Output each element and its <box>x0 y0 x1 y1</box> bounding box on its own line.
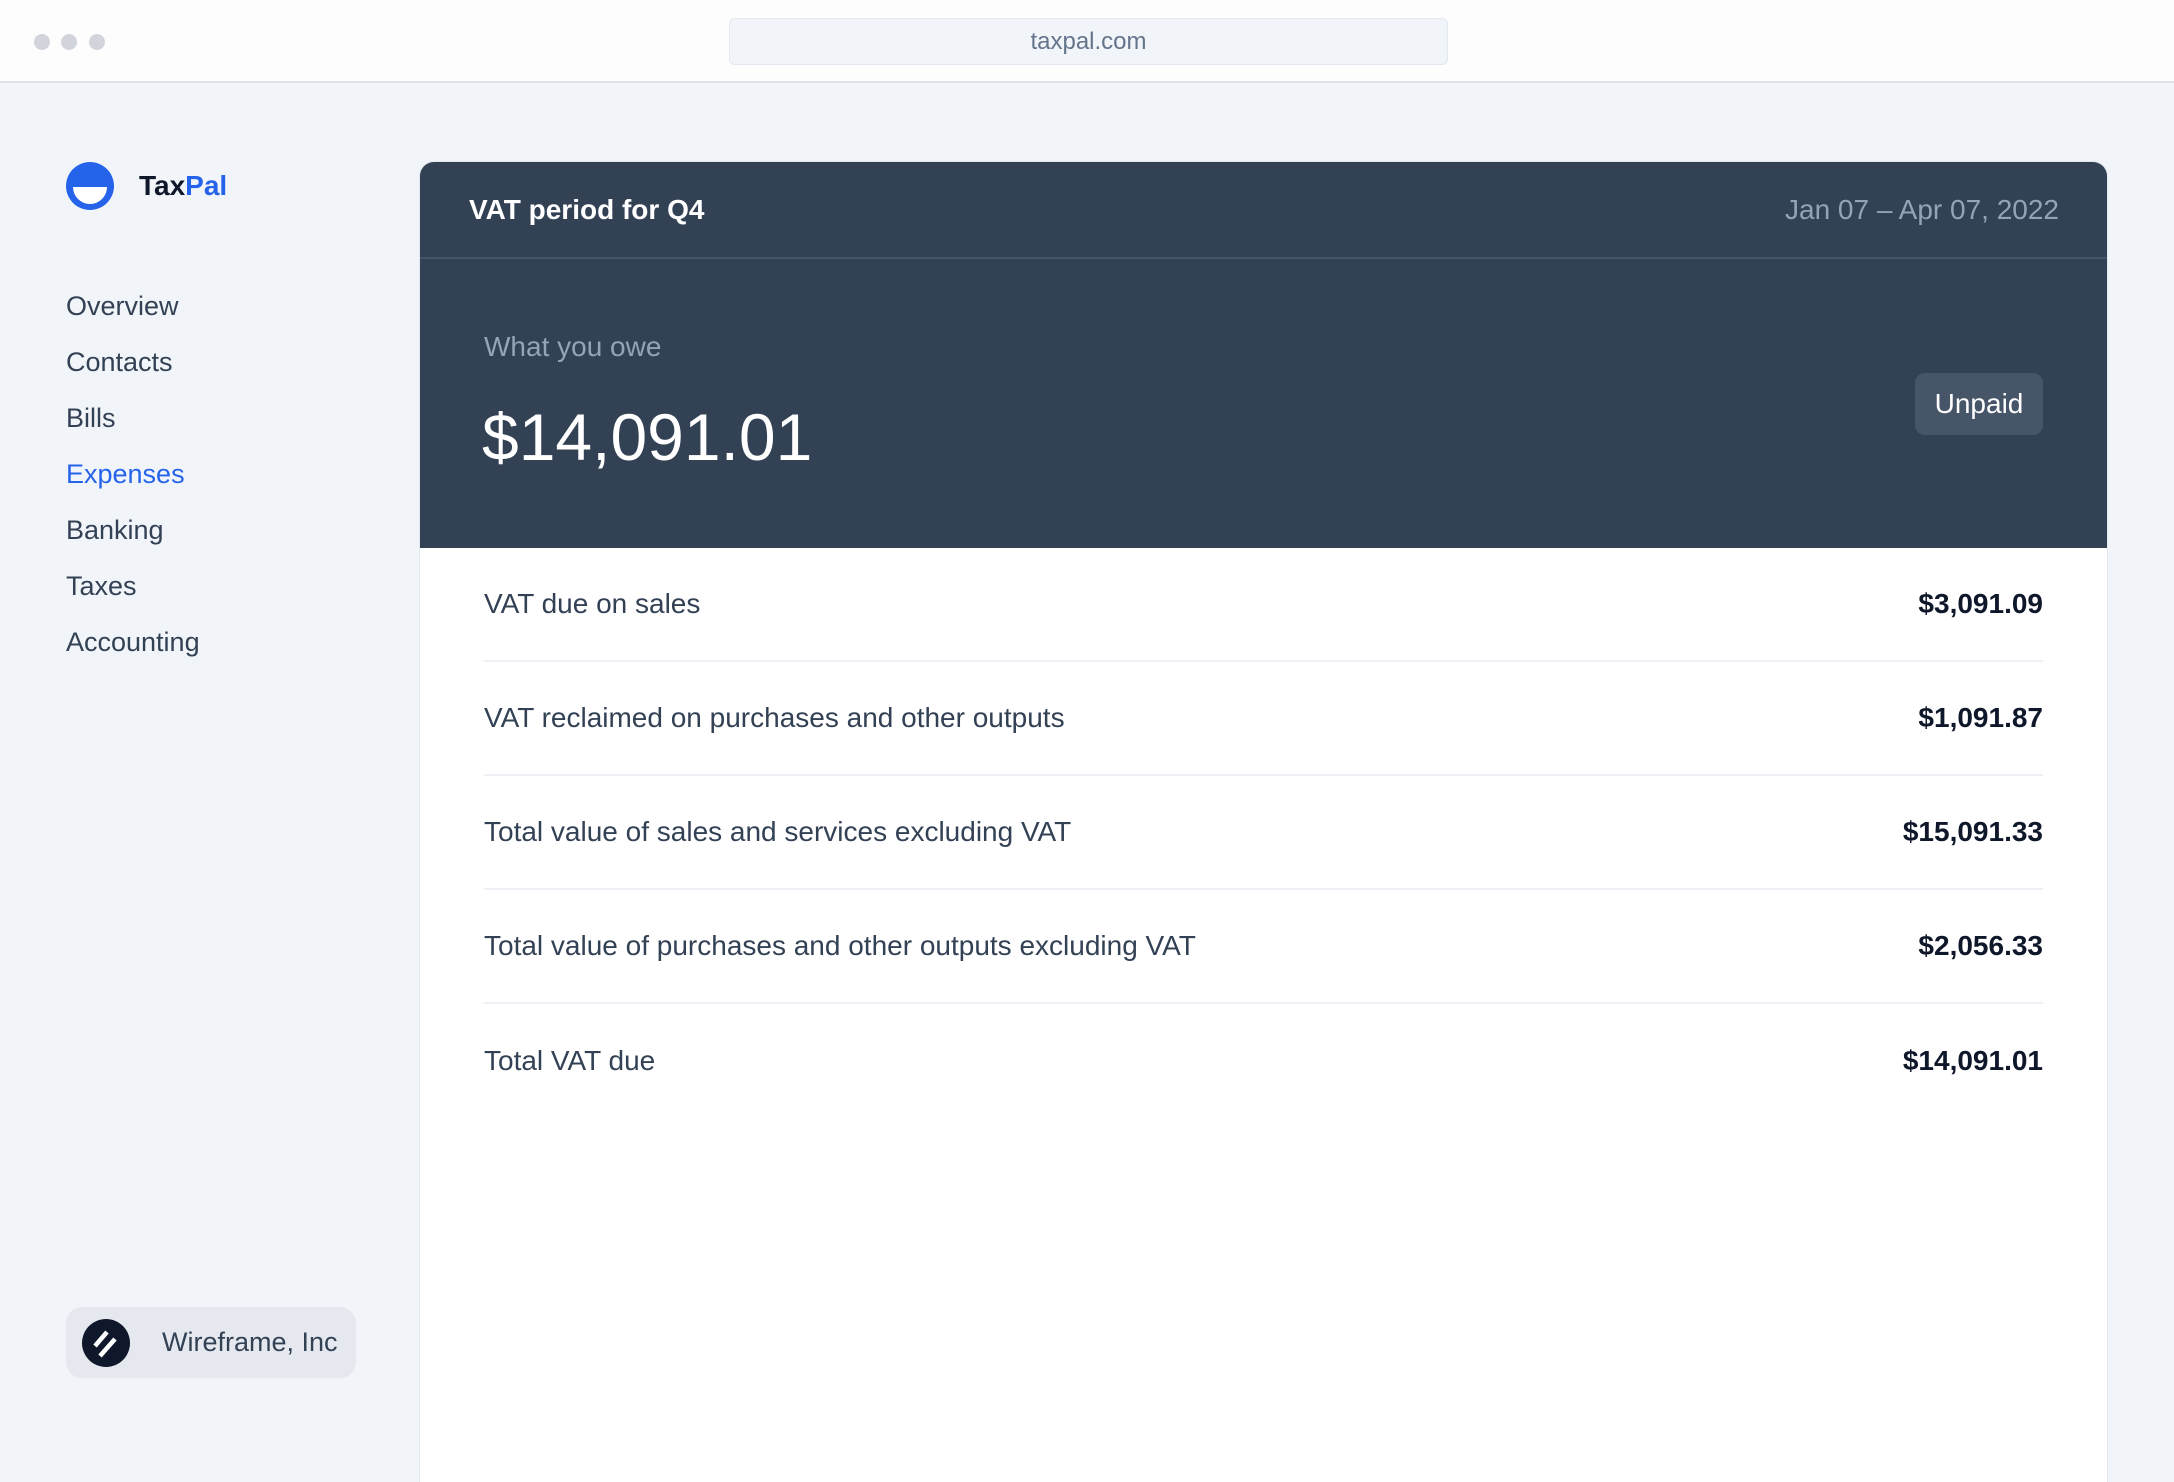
row-label: Total value of purchases and other outpu… <box>484 930 1196 961</box>
address-bar[interactable]: taxpal.com <box>729 18 1448 65</box>
sidebar-item-taxes[interactable]: Taxes <box>66 570 137 601</box>
company-switcher[interactable]: Wireframe, Inc <box>66 1307 356 1378</box>
company-logo-icon <box>82 1318 130 1367</box>
brand-name-part1: Tax <box>139 170 186 201</box>
row-value: $3,091.09 <box>1918 588 2043 619</box>
status-badge[interactable]: Unpaid <box>1915 373 2043 435</box>
card-header: VAT period for Q4 Jan 07 – Apr 07, 2022 <box>420 162 2107 259</box>
owe-label: What you owe <box>484 331 662 362</box>
row-label: VAT due on sales <box>484 588 701 619</box>
row-label: VAT reclaimed on purchases and other out… <box>484 702 1065 733</box>
window-maximize-dot[interactable] <box>89 34 105 50</box>
list-item: VAT due on sales $3,091.09 <box>484 548 2043 662</box>
vat-summary-list: VAT due on sales $3,091.09 VAT reclaimed … <box>420 548 2107 1118</box>
logo[interactable]: TaxPal <box>66 162 227 210</box>
browser-toolbar: taxpal.com <box>0 0 2174 83</box>
row-value: $2,056.33 <box>1918 930 2043 961</box>
sidebar-item-overview[interactable]: Overview <box>66 290 179 321</box>
card-title: VAT period for Q4 <box>469 193 705 225</box>
row-label: Total VAT due <box>484 1045 656 1076</box>
sidebar-item-contacts[interactable]: Contacts <box>66 346 173 377</box>
amount-owed-section: What you owe $14,091.01 Unpaid <box>420 259 2107 548</box>
vat-period-card: VAT period for Q4 Jan 07 – Apr 07, 2022 … <box>420 162 2107 1482</box>
row-value: $15,091.33 <box>1902 816 2043 847</box>
company-name: Wireframe, Inc <box>162 1327 338 1357</box>
brand-name: TaxPal <box>139 170 227 202</box>
list-item: Total value of purchases and other outpu… <box>484 890 2043 1004</box>
list-item: Total value of sales and services exclud… <box>484 776 2043 890</box>
row-value: $14,091.01 <box>1902 1045 2043 1076</box>
row-label: Total value of sales and services exclud… <box>484 816 1072 847</box>
sidebar-item-accounting[interactable]: Accounting <box>66 626 200 657</box>
sidebar-item-expenses[interactable]: Expenses <box>66 458 185 489</box>
brand-name-part2: Pal <box>185 170 228 201</box>
list-item: Total VAT due $14,091.01 <box>484 1004 2043 1118</box>
sidebar-item-banking[interactable]: Banking <box>66 514 164 545</box>
window-minimize-dot[interactable] <box>61 34 77 50</box>
sidebar-nav: Overview Contacts Bills Expenses Banking… <box>66 278 200 670</box>
sidebar-item-bills[interactable]: Bills <box>66 402 116 433</box>
list-item: VAT reclaimed on purchases and other out… <box>484 662 2043 776</box>
taxpal-logo-icon <box>66 162 114 210</box>
window-close-dot[interactable] <box>34 34 50 50</box>
owe-amount: $14,091.01 <box>482 400 813 474</box>
date-range: Jan 07 – Apr 07, 2022 <box>1785 193 2059 225</box>
row-value: $1,091.87 <box>1918 702 2043 733</box>
